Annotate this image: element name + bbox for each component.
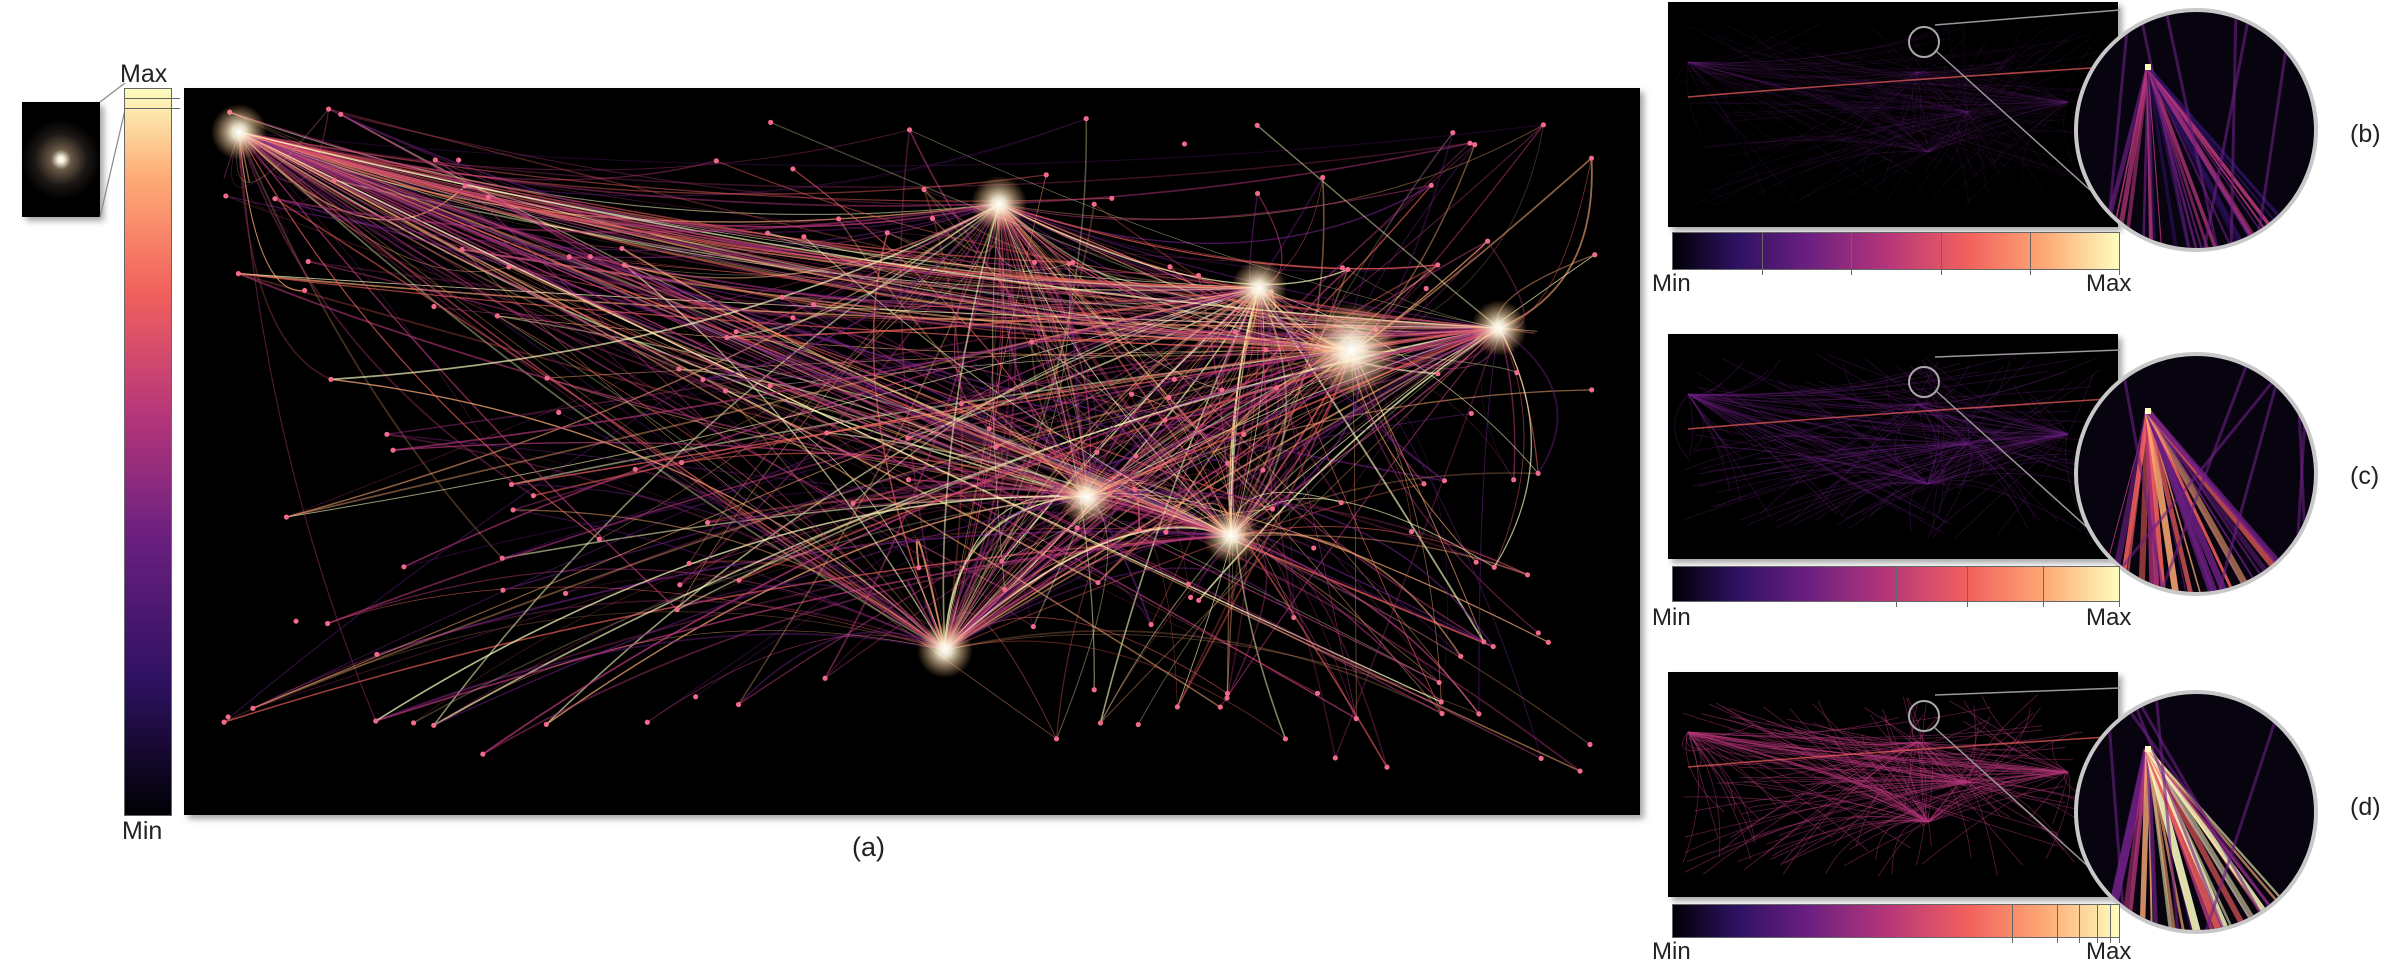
colorbar-min-label: Min	[122, 817, 163, 845]
colorbar-tick	[2096, 905, 2098, 943]
main-colorbar	[124, 88, 172, 816]
panel-d-colorbar	[1672, 904, 2120, 943]
colorbar-max-label: Max	[120, 60, 168, 88]
colorbar-tick	[1851, 233, 1853, 275]
colorbar-top-tick-1	[124, 98, 180, 99]
colorbar-tick	[1762, 233, 1764, 275]
colorbar-tick	[2011, 905, 2013, 943]
colorbar-top-tick-2	[124, 108, 180, 109]
colorbar-tick	[1896, 567, 1897, 607]
panel-d-zoom-lines	[1934, 687, 2120, 869]
panel-d-view	[1668, 672, 2118, 897]
panel-d-network	[1681, 694, 2109, 877]
panel-c-magnified-edges	[2099, 356, 2311, 592]
panel-c-network	[1674, 353, 2109, 539]
colorbar-tick	[2110, 905, 2112, 943]
main-network-plot	[211, 104, 1598, 774]
panel-b-magnified-edges	[2098, 12, 2310, 248]
caption-b: (b)	[2350, 120, 2381, 148]
panel-d-magnified-edges	[2103, 694, 2311, 930]
panel-b-magnifier	[2074, 8, 2318, 252]
colorbar-tick	[2029, 233, 2031, 275]
panel-b-network	[1676, 23, 2109, 207]
kernel-connector-lines	[99, 82, 126, 218]
panel-d-min-label: Min	[1652, 938, 1691, 965]
caption-c: (c)	[2350, 462, 2380, 490]
colorbar-tick	[1967, 567, 1969, 607]
colorbar-tick	[2078, 905, 2080, 943]
panel-b-zoom-indicator	[1908, 26, 1940, 58]
panel-c-max-label: Max	[2086, 604, 2132, 631]
main-edge-bundling-panel	[184, 88, 1640, 815]
colorbar-tick	[2119, 905, 2120, 943]
kernel-thumbnail	[22, 102, 100, 217]
panel-c-zoom-lines	[1934, 349, 2120, 531]
colorbar-tick	[1940, 233, 1942, 275]
panel-d-max-label: Max	[2086, 938, 2132, 965]
panel-b-colorbar	[1672, 232, 2120, 275]
panel-c-min-label: Min	[1652, 604, 1691, 631]
panel-c-magnifier	[2074, 352, 2318, 596]
node-layer	[211, 104, 1598, 774]
colorbar-tick	[2056, 905, 2058, 943]
panel-b-zoom-lines	[1934, 9, 2120, 191]
panel-b-view	[1668, 2, 2118, 227]
panel-c-view	[1668, 334, 2118, 559]
caption-a: (a)	[852, 832, 885, 862]
panel-d-magnifier	[2074, 690, 2318, 934]
panel-b-max-label: Max	[2086, 270, 2132, 297]
colorbar-tick	[2119, 233, 2120, 275]
caption-d: (d)	[2350, 793, 2381, 821]
colorbar-tick	[2119, 567, 2120, 607]
colorbar-tick	[2043, 567, 2045, 607]
panel-b-min-label: Min	[1652, 270, 1691, 297]
panel-c-zoom-indicator	[1908, 366, 1940, 398]
panel-d-zoom-indicator	[1908, 700, 1940, 732]
panel-c-colorbar	[1672, 566, 2120, 607]
